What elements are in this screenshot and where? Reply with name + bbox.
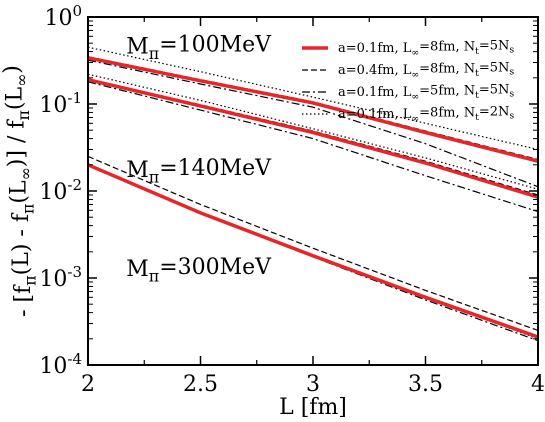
y-tick-label: 100 <box>44 2 82 31</box>
legend-label-4: a=0.1fm, L∞​=8fm, Nt​=2Ns​ <box>338 104 514 124</box>
x-axis-label: L [fm] <box>279 395 347 420</box>
mass-label-2: Mπ​=140MeV <box>126 156 272 187</box>
series-line-2-dashdot <box>88 81 538 213</box>
y-tick-label: 10-4 <box>39 350 82 379</box>
series-line-1-solid <box>88 56 538 163</box>
y-tick-label: 10-3 <box>39 263 82 292</box>
legend-label-3: a=0.1fm, L∞​=5fm, Nt​=5Ns​ <box>338 82 514 102</box>
x-tick-label: 3 <box>306 372 320 397</box>
series-line-1-dotted <box>88 46 538 151</box>
y-tick-label: 10-2 <box>39 176 82 205</box>
curves <box>88 46 538 342</box>
legend-label-2: a=0.4fm, L∞​=8fm, Nt​=5Ns​ <box>338 60 514 80</box>
mass-label-1: Mπ​=100MeV <box>126 32 272 63</box>
x-tick-label: 3.5 <box>408 372 443 397</box>
y-axis-label: - [fπ​(L) - fπ​(L∞​)] / fπ​(L∞​) <box>0 65 39 317</box>
series-line-3-dashed <box>88 155 538 331</box>
x-tick-label: 4 <box>531 372 545 397</box>
series-line-1-dashdot <box>88 59 538 188</box>
legend: a=0.1fm, L∞​=8fm, Nt​=5Ns​a=0.4fm, L∞​=8… <box>302 38 514 124</box>
series-line-3-solid <box>88 163 538 339</box>
series-line-2-solid <box>88 77 538 199</box>
x-tick-label: 2.5 <box>183 372 218 397</box>
legend-label-1: a=0.1fm, L∞​=8fm, Nt​=5Ns​ <box>338 38 514 58</box>
series-line-2-dotted <box>88 73 538 190</box>
annotations: Mπ​=100MeV Mπ​=140MeV Mπ​=300MeV <box>126 32 272 285</box>
x-tick-label: 2 <box>81 372 95 397</box>
mass-label-3: Mπ​=300MeV <box>126 255 272 286</box>
y-tick-label: 10-1 <box>39 89 82 118</box>
y-ticks: 10-4 10-3 10-2 10-1 100 <box>39 2 538 379</box>
x-ticks: 2 2.5 3 3.5 4 <box>81 17 545 397</box>
